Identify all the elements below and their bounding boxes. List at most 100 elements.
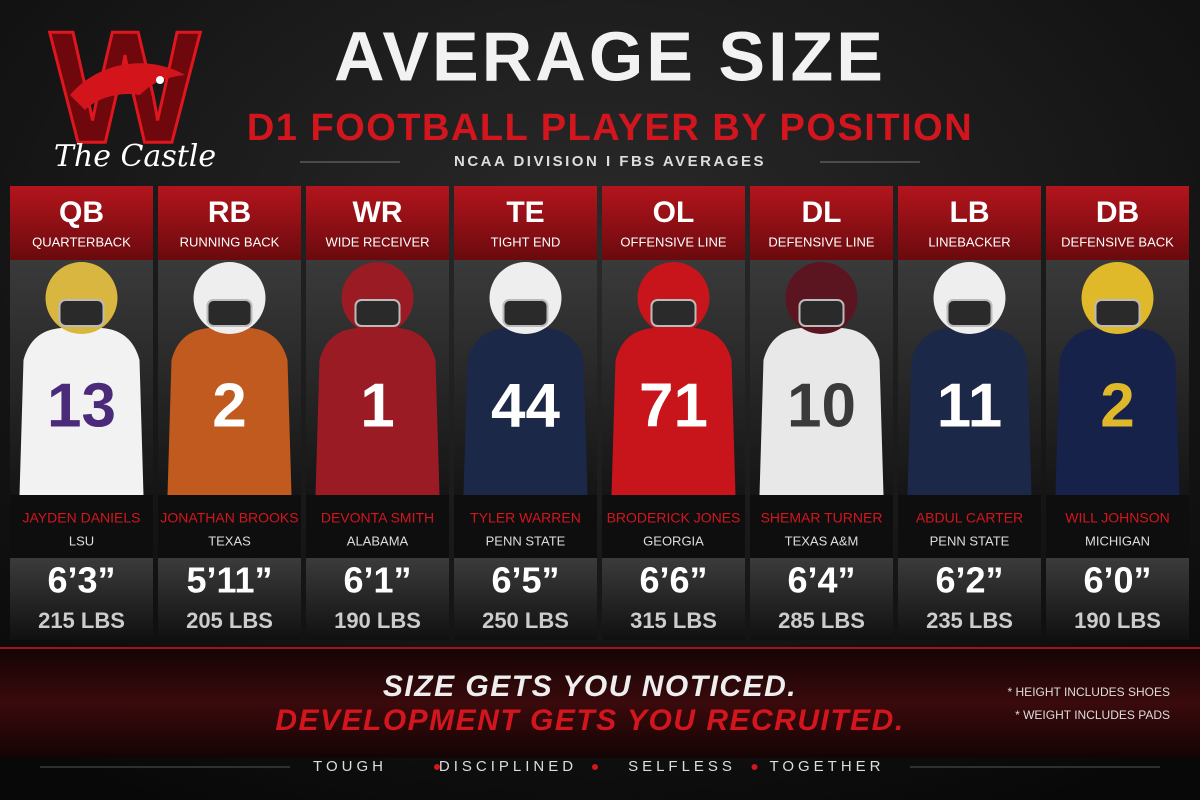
stats-box xyxy=(750,558,893,640)
position-abbr: DL xyxy=(802,196,842,229)
motto-word: TOUGH xyxy=(313,758,387,775)
weight: 315 LBS xyxy=(630,608,717,633)
player-facemask xyxy=(946,299,993,327)
column-header xyxy=(750,186,893,260)
height: 6’3” xyxy=(47,560,115,601)
stats-box xyxy=(10,558,153,640)
player-facemask xyxy=(502,299,549,327)
player-name: BRODERICK JONES xyxy=(607,510,741,526)
position-column: QB QUARTERBACK 13 JAYDEN DANIELS LSU 6’3” 215 … xyxy=(10,186,153,640)
logo-hawk xyxy=(70,63,185,110)
player-school: TEXAS xyxy=(208,533,251,548)
player-school: LSU xyxy=(69,533,94,548)
player-name: WILL JOHNSON xyxy=(1065,510,1170,526)
motto-dot xyxy=(434,764,440,770)
player-school: GEORGIA xyxy=(643,533,704,548)
height: 6’0” xyxy=(1083,560,1151,601)
player-info xyxy=(750,495,893,558)
column-header xyxy=(158,186,301,260)
jersey-number: 2 xyxy=(1100,371,1134,440)
motto-word: TOGETHER xyxy=(769,758,884,775)
player-info xyxy=(158,495,301,558)
position-column: DB DEFENSIVE BACK 2 WILL JOHNSON MICHIGAN 6’0… xyxy=(1046,186,1189,640)
position-name: TIGHT END xyxy=(491,234,561,249)
height: 6’1” xyxy=(343,560,411,601)
footnote: * WEIGHT INCLUDES PADS xyxy=(1015,708,1170,722)
motto-word: DISCIPLINED xyxy=(439,758,577,775)
height: 6’6” xyxy=(639,560,707,601)
stats-box xyxy=(306,558,449,640)
player-school: PENN STATE xyxy=(486,533,566,548)
position-name: DEFENSIVE LINE xyxy=(768,234,875,249)
height: 6’4” xyxy=(787,560,855,601)
position-abbr: QB xyxy=(59,196,104,229)
player-school: TEXAS A&M xyxy=(785,533,859,548)
player-school: ALABAMA xyxy=(347,533,409,548)
position-abbr: LB xyxy=(950,196,990,229)
position-column: OL OFFENSIVE LINE 71 BRODERICK JONES GEORGIA… xyxy=(602,186,745,640)
position-column: RB RUNNING BACK 2 JONATHAN BROOKS TEXAS 5’11”… xyxy=(158,186,301,640)
position-column: TE TIGHT END 44 TYLER WARREN PENN STATE 6’5” 2… xyxy=(454,186,597,640)
player-body xyxy=(167,328,292,495)
weight: 205 LBS xyxy=(186,608,273,633)
player-facemask xyxy=(58,299,105,327)
position-abbr: WR xyxy=(353,196,403,229)
header-note: NCAA DIVISION I FBS AVERAGES xyxy=(454,153,766,170)
position-name: LINEBACKER xyxy=(928,234,1010,249)
jersey-number: 10 xyxy=(787,371,856,440)
jersey-number: 13 xyxy=(47,371,116,440)
position-columns: QB QUARTERBACK 13 JAYDEN DANIELS LSU 6’3” 215 … xyxy=(10,186,1189,640)
player-school: MICHIGAN xyxy=(1085,533,1150,548)
column-header xyxy=(10,186,153,260)
logo-eye xyxy=(156,76,164,84)
jersey-number: 71 xyxy=(639,371,708,440)
weight: 215 LBS xyxy=(38,608,125,633)
position-abbr: RB xyxy=(208,196,251,229)
position-name: QUARTERBACK xyxy=(32,234,131,249)
stats-box xyxy=(898,558,1041,640)
player-facemask xyxy=(206,299,253,327)
player-name: JONATHAN BROOKS xyxy=(160,510,298,526)
position-column: LB LINEBACKER 11 ABDUL CARTER PENN STATE 6’2”… xyxy=(898,186,1041,640)
player-school: PENN STATE xyxy=(930,533,1010,548)
player-body xyxy=(463,328,588,495)
stats-box xyxy=(1046,558,1189,640)
position-column: DL DEFENSIVE LINE 10 SHEMAR TURNER TEXAS A&M… xyxy=(750,186,893,640)
position-abbr: OL xyxy=(653,196,695,229)
weight: 190 LBS xyxy=(334,608,421,633)
column-header xyxy=(1046,186,1189,260)
stats-box xyxy=(454,558,597,640)
position-column: WR WIDE RECEIVER 1 DEVONTA SMITH ALABAMA 6’1”… xyxy=(306,186,449,640)
player-info xyxy=(10,495,153,558)
position-name: WIDE RECEIVER xyxy=(325,234,429,249)
jersey-number: 2 xyxy=(212,371,246,440)
weight: 250 LBS xyxy=(482,608,569,633)
motto-dot xyxy=(751,764,758,770)
logo: W The Castle xyxy=(48,0,216,178)
player-body xyxy=(611,328,736,495)
weight: 190 LBS xyxy=(1074,608,1161,633)
column-header xyxy=(898,186,1041,260)
weight: 235 LBS xyxy=(926,608,1013,633)
subtitle: D1 FOOTBALL PLAYER BY POSITION xyxy=(247,107,973,149)
player-facemask xyxy=(650,299,697,327)
column-header xyxy=(306,186,449,260)
position-abbr: DB xyxy=(1096,196,1139,229)
player-name: TYLER WARREN xyxy=(470,510,581,526)
player-name: JAYDEN DANIELS xyxy=(23,510,141,526)
player-body xyxy=(19,328,144,495)
logo-text: The Castle xyxy=(54,139,216,174)
player-facemask xyxy=(798,299,845,327)
jersey-number: 1 xyxy=(360,371,394,440)
footer-band xyxy=(0,648,1200,758)
column-header xyxy=(454,186,597,260)
player-info xyxy=(454,495,597,558)
jersey-number: 44 xyxy=(491,371,560,440)
player-info xyxy=(602,495,745,558)
position-abbr: TE xyxy=(506,196,544,229)
motto-dot xyxy=(592,764,598,770)
player-facemask xyxy=(1094,299,1141,327)
column-header xyxy=(602,186,745,260)
player-info xyxy=(306,495,449,558)
